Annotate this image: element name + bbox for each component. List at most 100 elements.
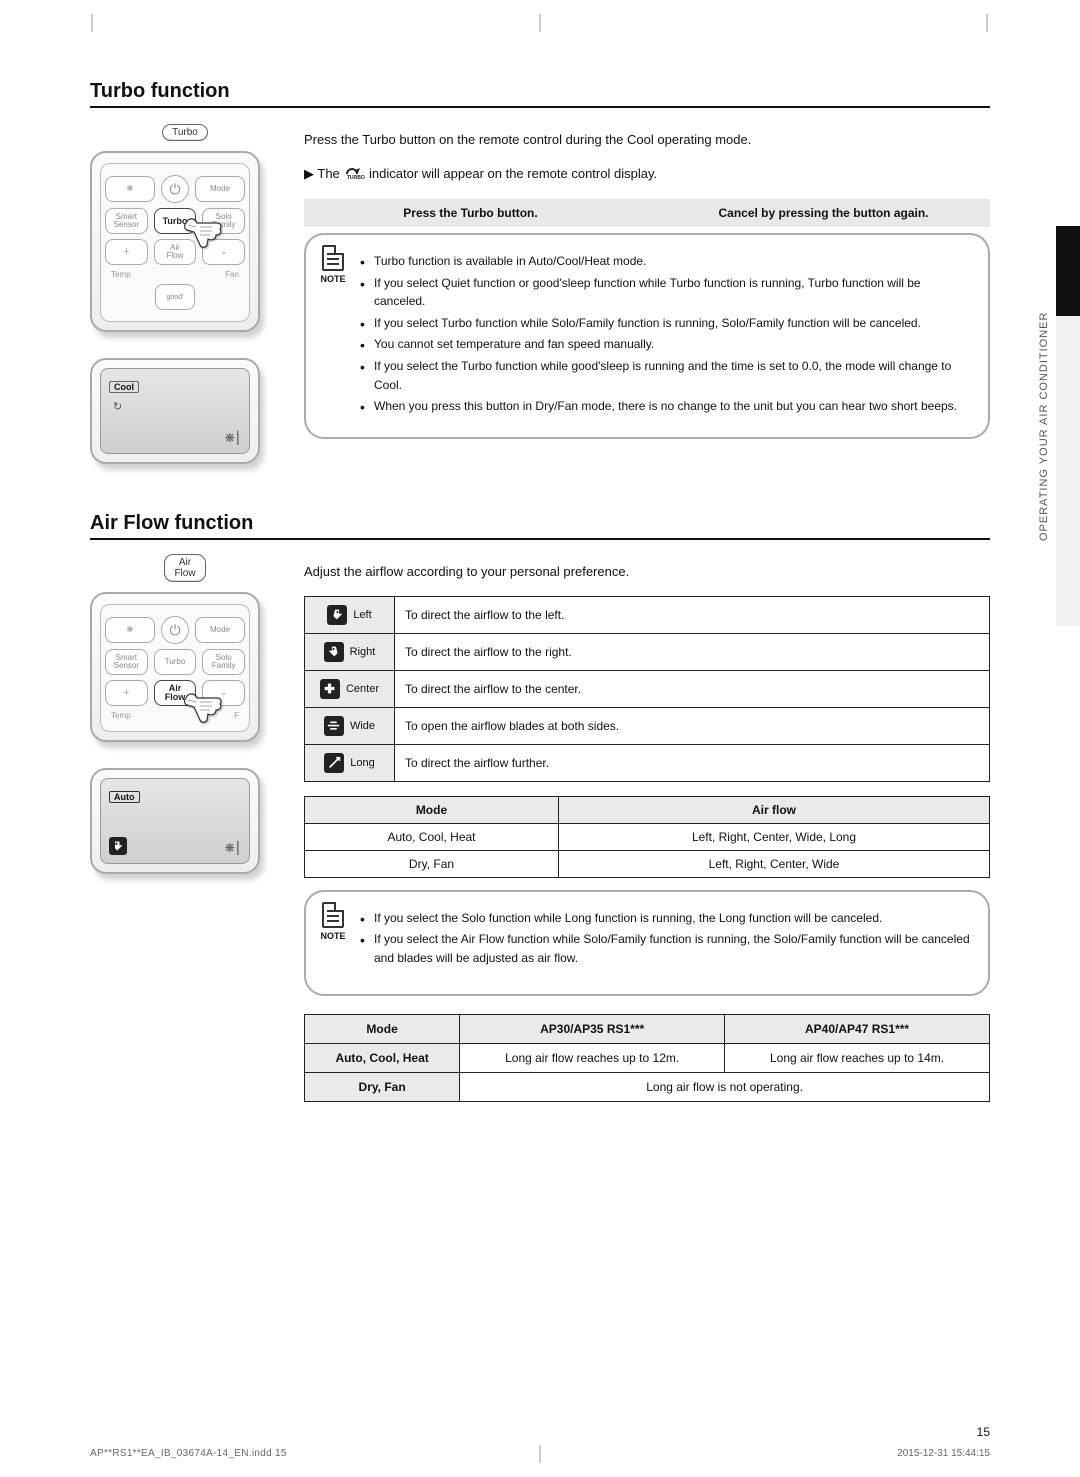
remote-temp-plus-button: ＋ [105,239,148,265]
remote-smart-sensor-button: SmartSensor [105,649,148,675]
airflow-table-row: LongTo direct the airflow further. [305,744,990,781]
airflow-note-box: NOTE If you select the Solo function whi… [304,890,990,997]
remote-solo-family-button: SoloFamily [202,649,245,675]
mode-table-cell: Left, Right, Center, Wide, Long [558,823,989,850]
airflow-desc-cell: To direct the airflow to the right. [395,633,990,670]
display-mode-tag: Cool [109,381,139,393]
remote-goodsleep-button: good' [155,284,195,310]
remote-turbo-button: Turbo [154,208,197,234]
airflow-table-row: RightTo direct the airflow to the right. [305,633,990,670]
mode-table-row: Dry, FanLeft, Right, Center, Wide [305,850,990,877]
reach-header-mode: Mode [305,1015,460,1044]
mode-table-row: Auto, Cool, HeatLeft, Right, Center, Wid… [305,823,990,850]
page-number: 15 [977,1425,990,1439]
remote-illustration-turbo: ✻ ⏻ Mode SmartSensor Turbo SoloFamily ＋ … [90,151,260,332]
remote-smart-sensor-button: SmartSensor [105,208,148,234]
airflow-table: LeftTo direct the airflow to the left.Ri… [304,596,990,782]
airflow-button-pill: AirFlow [164,554,205,582]
note-item: If you select Quiet function or good'sle… [360,274,972,311]
note-item: If you select Turbo function while Solo/… [360,314,972,333]
grey-band-left: Press the Turbo button. [314,206,627,220]
remote-fan-label: Fan [225,270,239,279]
note-item: If you select the Air Flow function whil… [360,930,972,967]
airflow-table-row: Center To direct the airflow to the cente… [305,670,990,707]
airflow-mini-icon [324,642,344,662]
remote-power-button: ⏻ [161,175,189,203]
reach-row-label: Dry, Fan [305,1073,460,1102]
display-turbo-icon: ↻ [113,401,122,413]
reach-cell: Long air flow reaches up to 14m. [725,1044,990,1073]
svg-text:TURBO: TURBO [347,175,365,180]
airflow-mini-icon [327,605,347,625]
crop-mark [987,14,988,32]
airflow-mini-icon [324,716,344,736]
mode-table-cell: Auto, Cool, Heat [305,823,559,850]
airflow-icon-label: Center [346,683,379,695]
airflow-icon-cell: Long [305,744,395,781]
remote-power-button: ⏻ [161,616,189,644]
note-icon: NOTE [318,902,348,944]
note-item: When you press this button in Dry/Fan mo… [360,397,972,416]
airflow-mini-icon [324,753,344,773]
display-fan-icon: ❋⎮ [225,431,241,445]
footer-left: AP**RS1**EA_IB_03674A-14_EN.indd 15 [90,1448,287,1459]
reach-table-row: Dry, FanLong air flow is not operating. [305,1073,990,1102]
airflow-mode-table: Mode Air flow Auto, Cool, HeatLeft, Righ… [304,796,990,878]
remote-solo-family-button: SoloFamily [202,208,245,234]
airflow-desc-cell: To direct the airflow to the center. [395,670,990,707]
display-airflow-icon [109,837,127,855]
airflow-left-col: AirFlow ✻ ⏻ Mode SmartSensor Turbo SoloF… [90,554,280,1102]
turbo-section: Turbo function Turbo ✻ ⏻ Mode SmartS [90,80,990,464]
airflow-section: Air Flow function AirFlow ✻ ⏻ Mode Smart… [90,512,990,1102]
airflow-icon-cell: Left [305,596,395,633]
airflow-icon-cell: Right [305,633,395,670]
turbo-right-col: Press the Turbo button on the remote con… [304,122,990,464]
note-item: You cannot set temperature and fan speed… [360,335,972,354]
side-label: OPERATING YOUR AIR CONDITIONER [1038,226,1053,626]
turbo-grey-band: Press the Turbo button. Cancel by pressi… [304,199,990,227]
turbo-button-pill: Turbo [162,124,208,141]
remote-turbo-button: Turbo [154,649,197,675]
remote-mode-button: Mode [195,617,245,643]
remote-temp-plus-button: ＋ [105,680,148,706]
remote-autoclean-button: ✻ [105,617,155,643]
remote-temp-label: Temp [111,711,131,720]
airflow-reach-table: Mode AP30/AP35 RS1*** AP40/AP47 RS1*** A… [304,1014,990,1102]
turbo-lead: Press the Turbo button on the remote con… [304,130,990,150]
side-tab [1056,226,1080,316]
airflow-mini-icon [320,679,340,699]
mode-table-cell: Dry, Fan [305,850,559,877]
mode-header: Mode [305,796,559,823]
section-title-airflow: Air Flow function [90,512,990,540]
airflow-icon-label: Long [350,757,374,769]
remote-airflow-button: AirFlow [154,680,197,706]
page: OPERATING YOUR AIR CONDITIONER Turbo fun… [0,0,1080,1477]
turbo-note-box: NOTE Turbo function is available in Auto… [304,233,990,439]
note-icon: NOTE [318,245,348,287]
airflow-notes-list: If you select the Solo function while Lo… [360,909,972,968]
note-item: Turbo function is available in Auto/Cool… [360,252,972,271]
turbo-notes-list: Turbo function is available in Auto/Cool… [360,252,972,416]
reach-header-model1: AP30/AP35 RS1*** [460,1015,725,1044]
reach-cell: Long air flow is not operating. [460,1073,990,1102]
remote-fan-down-button: ⌄ [202,680,245,706]
section-title-turbo: Turbo function [90,80,990,108]
grey-band-right: Cancel by pressing the button again. [667,206,980,220]
mode-table-cell: Left, Right, Center, Wide [558,850,989,877]
remote-fan-down-button: ⌄ [202,239,245,265]
note-item: If you select the Turbo function while g… [360,357,972,394]
airflow-lead: Adjust the airflow according to your per… [304,562,990,582]
airflow-icon-cell: Wide [305,707,395,744]
airflow-right-col: Adjust the airflow according to your per… [304,554,990,1102]
turbo-inline-icon: TURBO [343,164,365,186]
airflow-icon-label: Left [353,609,371,621]
reach-cell: Long air flow reaches up to 12m. [460,1044,725,1073]
turbo-indicator-line: ▶ The TURBO indicator will appear on the… [304,164,990,186]
side-tab-ext [1056,316,1080,626]
display-illustration-airflow: Auto ❋⎮ [90,768,260,874]
reach-table-row: Auto, Cool, HeatLong air flow reaches up… [305,1044,990,1073]
reach-header-model2: AP40/AP47 RS1*** [725,1015,990,1044]
remote-temp-label: Temp [111,270,131,279]
airflow-table-row: WideTo open the airflow blades at both s… [305,707,990,744]
turbo-left-col: Turbo ✻ ⏻ Mode SmartSensor Turbo SoloFam… [90,122,280,464]
